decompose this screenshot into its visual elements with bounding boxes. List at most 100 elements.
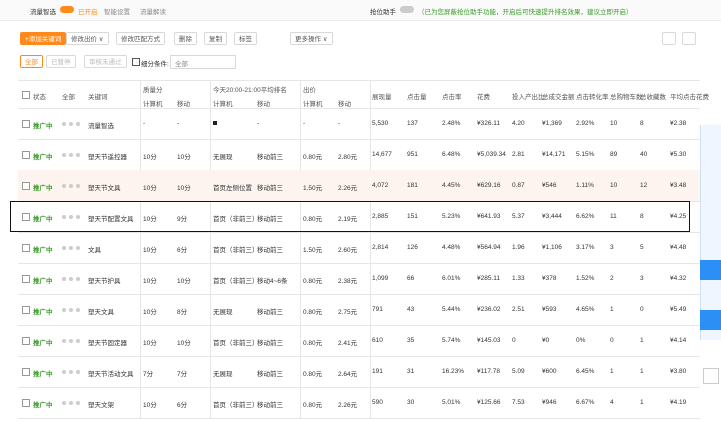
row-checkbox[interactable]	[22, 306, 30, 314]
data-cell: 1.33	[512, 275, 525, 282]
data-cell: 6分	[177, 402, 188, 409]
column-divider	[300, 80, 301, 418]
column-header[interactable]: 点击率	[442, 94, 462, 101]
collapse-button[interactable]	[682, 32, 696, 45]
help-button[interactable]	[700, 260, 721, 280]
data-cell: 2.41元	[338, 340, 358, 347]
row-checkbox[interactable]	[22, 275, 30, 283]
smart-toggle[interactable]	[60, 6, 74, 13]
chat-button[interactable]	[700, 310, 721, 330]
row-checkbox[interactable]	[22, 399, 30, 407]
data-cell: 无展现	[213, 371, 233, 378]
keyword-cell[interactable]: 塑天节配置文具	[88, 216, 134, 223]
toolbar-button[interactable]: 复制	[204, 32, 227, 45]
data-cell: 137	[407, 120, 418, 127]
data-cell: 2.60元	[338, 247, 358, 254]
column-header[interactable]: 点击量	[407, 94, 427, 101]
condition-label: 细分条件:	[141, 61, 169, 68]
keyword-cell[interactable]: 塑天文具	[88, 309, 114, 316]
column-header[interactable]: 花费	[477, 94, 490, 101]
keyword-cell[interactable]: 塑天节护具	[88, 278, 121, 285]
column-header[interactable]: 状态	[33, 94, 46, 101]
row-checkbox[interactable]	[22, 337, 30, 345]
filter-tab[interactable]: 已暂停	[46, 55, 76, 68]
smart-status: 已开启	[78, 9, 98, 16]
filter-tab[interactable]: 审核未通过	[84, 55, 127, 68]
keyword-cell[interactable]: 塑天节文具	[88, 185, 121, 192]
column-header[interactable]: 出价	[303, 87, 316, 94]
condition-value: 全部	[175, 61, 188, 68]
data-cell: 30	[407, 399, 415, 406]
row-checkbox[interactable]	[22, 368, 30, 376]
column-subheader[interactable]: 计算机	[143, 101, 163, 108]
condition-select[interactable]	[170, 55, 236, 69]
column-subheader[interactable]: 计算机	[213, 101, 233, 108]
data-cell: 12	[640, 182, 648, 189]
keyword-cell[interactable]: 塑天节固定器	[88, 340, 127, 347]
column-subheader[interactable]: 移动	[177, 101, 190, 108]
star-icon	[69, 370, 73, 374]
data-cell: ¥4.19	[670, 399, 687, 406]
data-cell: ¥4.25	[670, 213, 687, 220]
column-header[interactable]: 总购物车数	[610, 94, 643, 101]
column-header[interactable]: 点击转化率	[576, 94, 609, 101]
toolbar-button[interactable]: 删除	[174, 32, 197, 45]
data-cell: 10分	[143, 309, 157, 316]
data-cell: 首页（非前三）	[213, 340, 259, 347]
keyword-cell[interactable]: 流量智选	[88, 123, 114, 130]
column-header[interactable]: 总成交金额	[542, 94, 575, 101]
toolbar-button[interactable]: 修改出价 ∨	[66, 32, 109, 45]
filter-tab[interactable]: 全部	[20, 55, 43, 68]
row-checkbox[interactable]	[22, 120, 30, 128]
smart-settings[interactable]: 智能设置	[104, 9, 130, 16]
row-checkbox[interactable]	[22, 151, 30, 159]
data-cell: 16.23%	[442, 368, 465, 375]
row-checkbox[interactable]	[22, 182, 30, 190]
data-cell: 0.80元	[303, 340, 323, 347]
settings-button[interactable]	[662, 32, 676, 45]
keyword-cell[interactable]: 塑天节活动文具	[88, 371, 134, 378]
column-header[interactable]: 总收藏数	[640, 94, 666, 101]
column-subheader[interactable]: 移动	[257, 101, 270, 108]
column-subheader[interactable]: 移动	[338, 101, 351, 108]
data-cell: 移动前三	[257, 185, 283, 192]
data-cell: 2.26元	[338, 402, 358, 409]
column-header[interactable]: 关键词	[88, 94, 108, 101]
back-to-top[interactable]	[703, 368, 719, 384]
toolbar-button[interactable]: 修改匹配方式	[116, 32, 165, 45]
data-cell: 10分	[177, 185, 191, 192]
selected-row-frame	[10, 201, 690, 232]
column-header[interactable]: 投入产出比	[512, 94, 545, 101]
toolbar-button[interactable]: +添加关键词	[20, 32, 67, 45]
data-cell: 4,072	[372, 182, 389, 189]
select-all[interactable]	[22, 91, 30, 99]
star-icon	[62, 215, 66, 219]
data-cell: 2.38元	[338, 278, 358, 285]
toolbar-button[interactable]: 标签	[234, 32, 257, 45]
top-bar	[0, 0, 721, 21]
toolbar-button[interactable]: 更多操作 ∨	[290, 32, 333, 45]
column-header[interactable]: 今天20:00-21:00平均排名	[213, 87, 287, 94]
row-checkbox[interactable]	[22, 244, 30, 252]
keyword-cell[interactable]: 塑天文架	[88, 402, 114, 409]
data-cell: 6分	[177, 247, 188, 254]
keyword-cell[interactable]: 文具	[88, 247, 101, 254]
data-cell: 0.80元	[303, 278, 323, 285]
data-cell: 0.80元	[303, 154, 323, 161]
grab-toggle[interactable]	[400, 6, 414, 13]
data-cell: ¥0	[542, 337, 550, 344]
column-header[interactable]: 全部	[62, 94, 75, 101]
data-cell: 1,099	[372, 275, 389, 282]
column-header[interactable]: 展现量	[372, 94, 392, 101]
star-icon	[62, 308, 66, 312]
smart-label: 流量智选	[30, 9, 56, 16]
data-cell: 无展现	[213, 309, 233, 316]
smart-report[interactable]: 流量解读	[140, 9, 166, 16]
column-header[interactable]: 平均点击花费	[670, 94, 709, 101]
data-cell: 14,677	[372, 151, 392, 158]
column-subheader[interactable]: 计算机	[303, 101, 323, 108]
keyword-cell[interactable]: 塑天节遥控器	[88, 154, 127, 161]
column-header[interactable]: 质量分	[143, 87, 163, 94]
data-cell: ¥285.11	[477, 275, 501, 282]
row-checkbox[interactable]	[22, 213, 30, 221]
